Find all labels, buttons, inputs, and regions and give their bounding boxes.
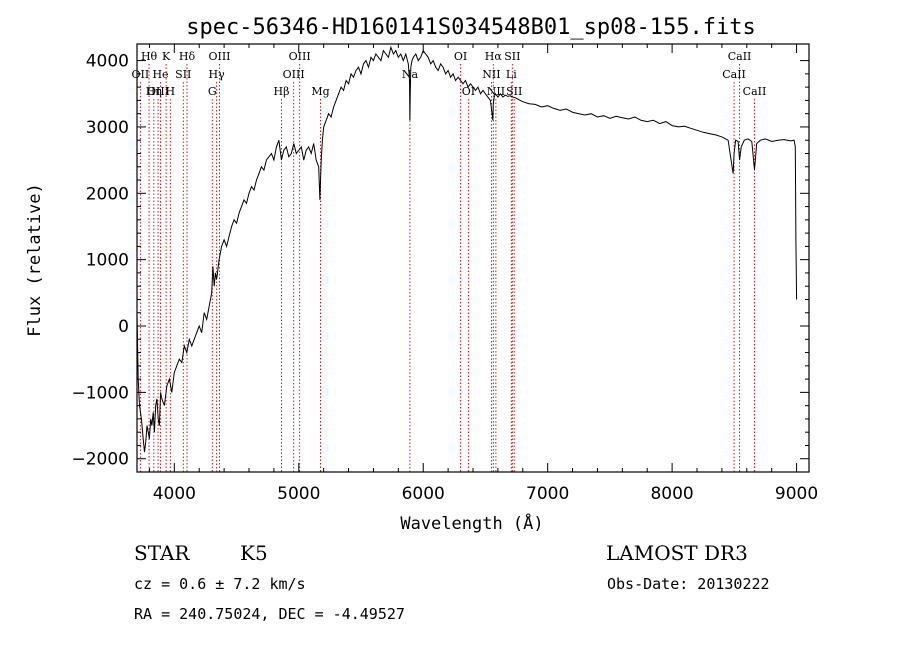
line-marker-label: OIII	[289, 50, 311, 63]
line-marker-label: OIII	[283, 68, 305, 81]
y-tick-label: −2000	[71, 450, 129, 470]
coordinates-text: RA = 240.75024, DEC = -4.49527	[134, 605, 405, 623]
line-marker-label: SII	[504, 50, 520, 63]
redshift-text: cz = 0.6 ± 7.2 km/s	[134, 575, 306, 593]
line-marker-label: He	[152, 68, 168, 81]
y-tick-label: −1000	[71, 383, 129, 403]
spectral-subclass: K5	[240, 541, 268, 565]
line-marker-label: K	[162, 50, 171, 63]
x-tick-label: 4000	[153, 484, 196, 504]
x-tick-label: 9000	[775, 484, 818, 504]
line-marker-label: NII	[482, 68, 500, 81]
line-marker-label: OIII	[208, 50, 230, 63]
x-tick-label: 8000	[650, 484, 693, 504]
line-marker-label: Hθ	[141, 50, 158, 63]
y-tick-label: 4000	[86, 52, 129, 72]
line-marker-label: NII	[487, 85, 505, 98]
x-axis-ticks: 4000 5000 6000 7000 8000 9000	[148, 44, 818, 504]
line-marker-label: Mg	[311, 85, 329, 98]
line-marker-label: SII	[175, 68, 191, 81]
y-tick-label: 2000	[86, 184, 129, 204]
chart-title: spec-56346-HD160141S034548B01_sp08-155.f…	[186, 15, 756, 40]
line-marker-label: OIII	[147, 85, 169, 98]
spectrum-line	[136, 45, 798, 453]
x-tick-label: 5000	[277, 484, 320, 504]
line-marker-label: Hα	[485, 50, 503, 63]
y-axis-label: Flux (relative)	[25, 183, 45, 337]
object-type: STAR	[134, 541, 190, 565]
y-tick-label: 1000	[86, 251, 129, 271]
x-tick-label: 6000	[402, 484, 445, 504]
line-marker-label: G	[208, 85, 217, 98]
line-marker-label: OI	[462, 85, 475, 98]
y-axis-ticks: −2000 −1000 0 1000 2000 3000 4000	[71, 52, 809, 470]
line-marker-label: Li	[506, 68, 517, 81]
y-tick-label: 0	[118, 317, 129, 337]
line-markers: Hθ OII OIII K He Hη SII H Hδ OIII Hγ G OIII OIII Hβ Mg N…	[132, 50, 767, 472]
line-marker-label: Hη	[146, 85, 162, 98]
line-marker-label: Hβ	[274, 85, 290, 98]
plot-frame	[136, 43, 810, 473]
line-marker-label: H	[166, 85, 176, 98]
line-marker-label: CaII	[728, 50, 752, 63]
line-marker-label: CaII	[743, 85, 767, 98]
survey-name: LAMOST DR3	[606, 541, 748, 565]
obs-date-text: Obs-Date: 20130222	[607, 575, 770, 593]
line-marker-label: CaII	[722, 68, 746, 81]
x-axis-label: Wavelength (Å)	[400, 512, 543, 534]
line-marker-label: OII	[132, 68, 150, 81]
x-tick-label: 7000	[526, 484, 569, 504]
line-marker-label: Na	[402, 68, 419, 81]
line-marker-label: SII	[506, 85, 522, 98]
line-marker-label: Hδ	[179, 50, 196, 63]
line-marker-label: OI	[454, 50, 467, 63]
line-marker-label: Hγ	[209, 68, 226, 81]
y-tick-label: 3000	[86, 118, 129, 138]
